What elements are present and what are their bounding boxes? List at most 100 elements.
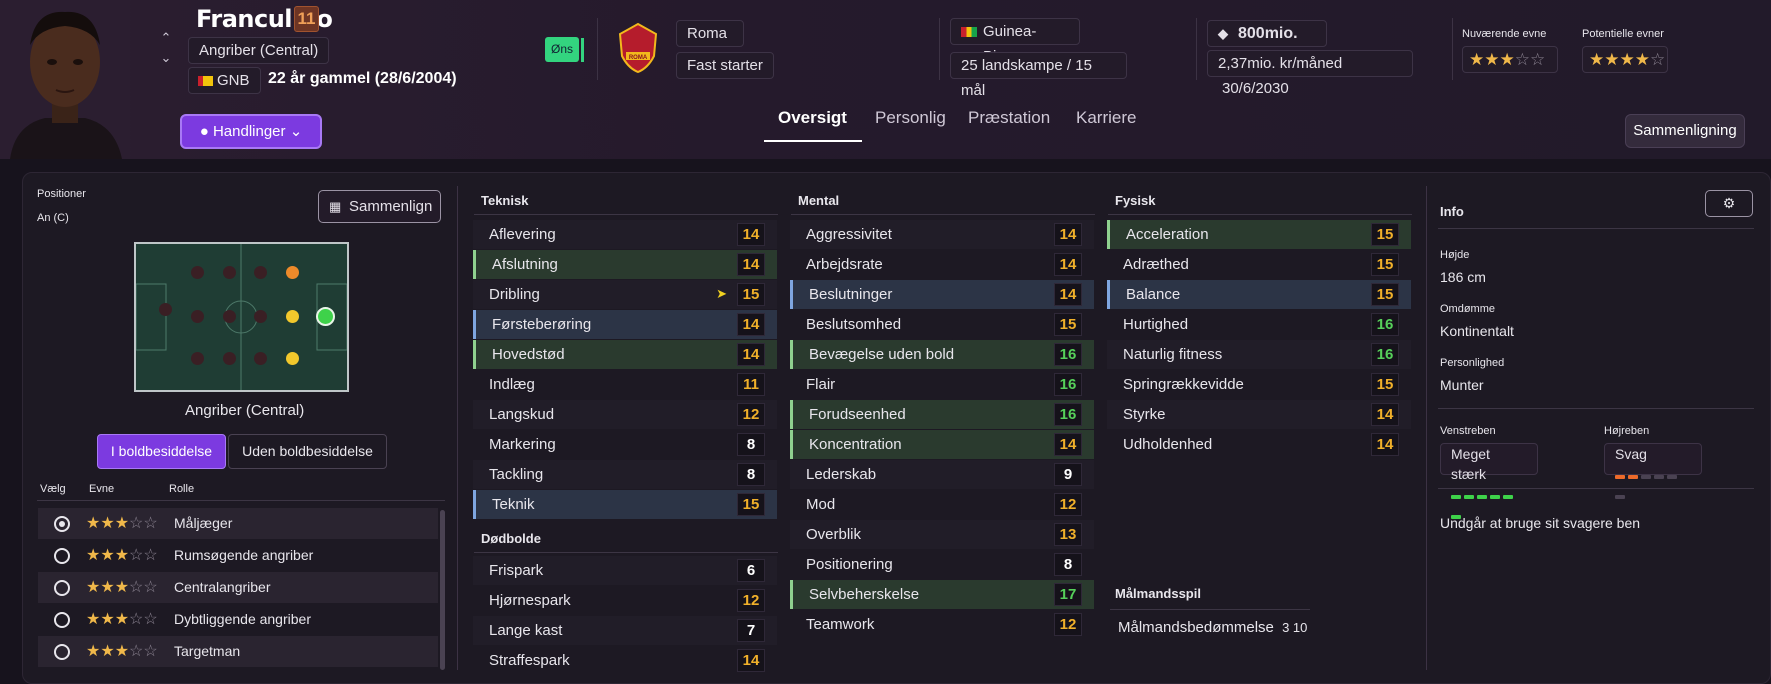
attribute-row[interactable]: Selvbeherskelse 17 [790,580,1094,609]
attribute-row[interactable]: Aflevering 14 [473,220,777,249]
role-radio[interactable] [54,516,70,532]
tab-personlig[interactable]: Personlig [875,108,946,127]
attribute-value: 15 [1371,253,1399,276]
attribute-row[interactable]: Springrækkevidde 15 [1107,370,1411,399]
nation-pill[interactable]: Guinea-Bissau [950,18,1080,65]
attribute-value: 16 [1054,403,1082,426]
role-row[interactable]: ★★★☆☆ Dybtliggende angriber [38,604,438,635]
attribute-value: 14 [737,343,765,366]
attribute-value: 15 [737,283,765,306]
attribute-row[interactable]: Beslutninger 14 [790,280,1094,309]
attribute-row[interactable]: Styrke 14 [1107,400,1411,429]
role-stars: ★★★☆☆ [86,579,158,596]
attribute-row[interactable]: Teamwork 12 [790,610,1094,639]
attribute-row[interactable]: Acceleration 15 [1107,220,1411,249]
attribute-name: Hovedstød [492,346,565,363]
divider [37,500,445,501]
role-radio[interactable] [54,548,70,564]
player-trait: Undgår at bruge sit svagere ben [1440,515,1641,531]
role-name: Targetman [174,643,241,659]
main-position-dot [316,307,335,326]
attribute-row[interactable]: Hjørnespark 12 [473,586,777,615]
tab-karriere[interactable]: Karriere [1076,108,1137,127]
setpieces-title: Dødbolde [481,531,541,546]
compare-positions-button[interactable]: ▦ Sammenlign [318,190,441,223]
role-radio[interactable] [54,644,70,660]
divider [791,214,1095,215]
foot-segment [1667,475,1677,479]
attribute-name: Acceleration [1126,226,1209,243]
foot-segment [1641,475,1651,479]
compare-button[interactable]: Sammenligning [1625,114,1745,148]
attribute-row[interactable]: Aggressivitet 14 [790,220,1094,249]
actions-label: Handlinger [212,123,286,140]
technical-title: Teknisk [481,193,529,208]
attribute-row[interactable]: Udholdenhed 14 [1107,430,1411,459]
role-row[interactable]: ★★★☆☆ Måljæger [38,508,438,539]
attribute-value: 14 [737,649,765,672]
attribute-row[interactable]: Dribling ➤ 15 [473,280,777,309]
attribute-row[interactable]: Bevægelse uden bold 16 [790,340,1094,369]
toggle-out-of-possession[interactable]: Uden boldbesiddelse [228,434,387,469]
attribute-row[interactable]: Teknik 15 [473,490,777,519]
attribute-row[interactable]: Koncentration 14 [790,430,1094,459]
attribute-row[interactable]: Hurtighed 16 [1107,310,1411,339]
attribute-value: 16 [1054,343,1082,366]
role-row[interactable]: ★★★☆☆ Rumsøgende angriber [38,540,438,571]
attribute-row[interactable]: Straffespark 14 [473,646,777,675]
attribute-row[interactable]: Hovedstød 14 [473,340,777,369]
role-radio[interactable] [54,612,70,628]
role-stars: ★★★☆☆ [86,515,158,532]
role-row[interactable]: ★★★☆☆ Centralangriber [38,572,438,603]
attribute-row[interactable]: Indlæg 11 [473,370,777,399]
attribute-row[interactable]: Overblik 13 [790,520,1094,549]
attribute-row[interactable]: Markering 8 [473,430,777,459]
attribute-row[interactable]: Beslutsomhed 15 [790,310,1094,339]
toggle-in-possession[interactable]: I boldbesiddelse [97,434,226,469]
attribute-value: 8 [737,463,765,486]
attribute-row[interactable]: Langskud 12 [473,400,777,429]
attribute-row[interactable]: Mod 12 [790,490,1094,519]
attribute-row[interactable]: Adræthed 15 [1107,250,1411,279]
svg-text:ROMA: ROMA [629,55,648,61]
foot-segment [1628,475,1638,479]
attribute-name: Balance [1126,286,1181,303]
club-name[interactable]: Roma [676,20,744,47]
attribute-name: Hurtighed [1123,316,1189,333]
attribute-row[interactable]: Lederskab 9 [790,460,1094,489]
foot-segment [1654,475,1664,479]
actions-button[interactable]: ● Handlinger ⌄ [180,114,322,149]
attribute-row[interactable]: Naturlig fitness 16 [1107,340,1411,369]
foot-segment [1615,475,1625,479]
attribute-value: 16 [1371,313,1399,336]
attribute-row[interactable]: Arbejdsrate 14 [790,250,1094,279]
attribute-row[interactable]: Positionering 8 [790,550,1094,579]
chevron-down-icon[interactable]: ⌄ [160,50,172,65]
role-radio[interactable] [54,580,70,596]
wish-badge[interactable]: Øns [545,37,579,62]
attribute-value: 15 [1054,313,1082,336]
attribute-row[interactable]: Flair 16 [790,370,1094,399]
attribute-row[interactable]: Frispark 6 [473,556,777,585]
attribute-row[interactable]: Lange kast 7 [473,616,777,645]
attribute-row[interactable]: Balance 15 [1107,280,1411,309]
role-list-scrollbar[interactable] [440,510,445,670]
attribute-row[interactable]: Førsteberøring 14 [473,310,777,339]
col-select: Vælg [40,483,66,495]
chevron-up-icon[interactable]: ⌃ [160,30,172,45]
attribute-name: Aggressivitet [806,226,892,243]
club-crest-icon: ROMA [618,22,658,79]
attribute-name: Dribling [489,286,540,303]
attribute-value: 17 [1054,583,1082,606]
role-row[interactable]: ★★★☆☆ Targetman [38,636,438,667]
attribute-row[interactable]: Tackling 8 [473,460,777,489]
tab-praestation[interactable]: Præstation [968,108,1051,127]
attribute-row[interactable]: Afslutning 14 [473,250,777,279]
attribute-name: Udholdenhed [1123,436,1213,453]
attribute-value: 15 [1371,283,1399,306]
role-name: Centralangriber [174,579,271,595]
profile-settings-icon[interactable]: ⚙ [1705,190,1753,217]
tab-oversigt[interactable]: Oversigt [778,108,847,127]
attribute-value: 14 [1054,283,1082,306]
attribute-row[interactable]: Forudseenhed 16 [790,400,1094,429]
